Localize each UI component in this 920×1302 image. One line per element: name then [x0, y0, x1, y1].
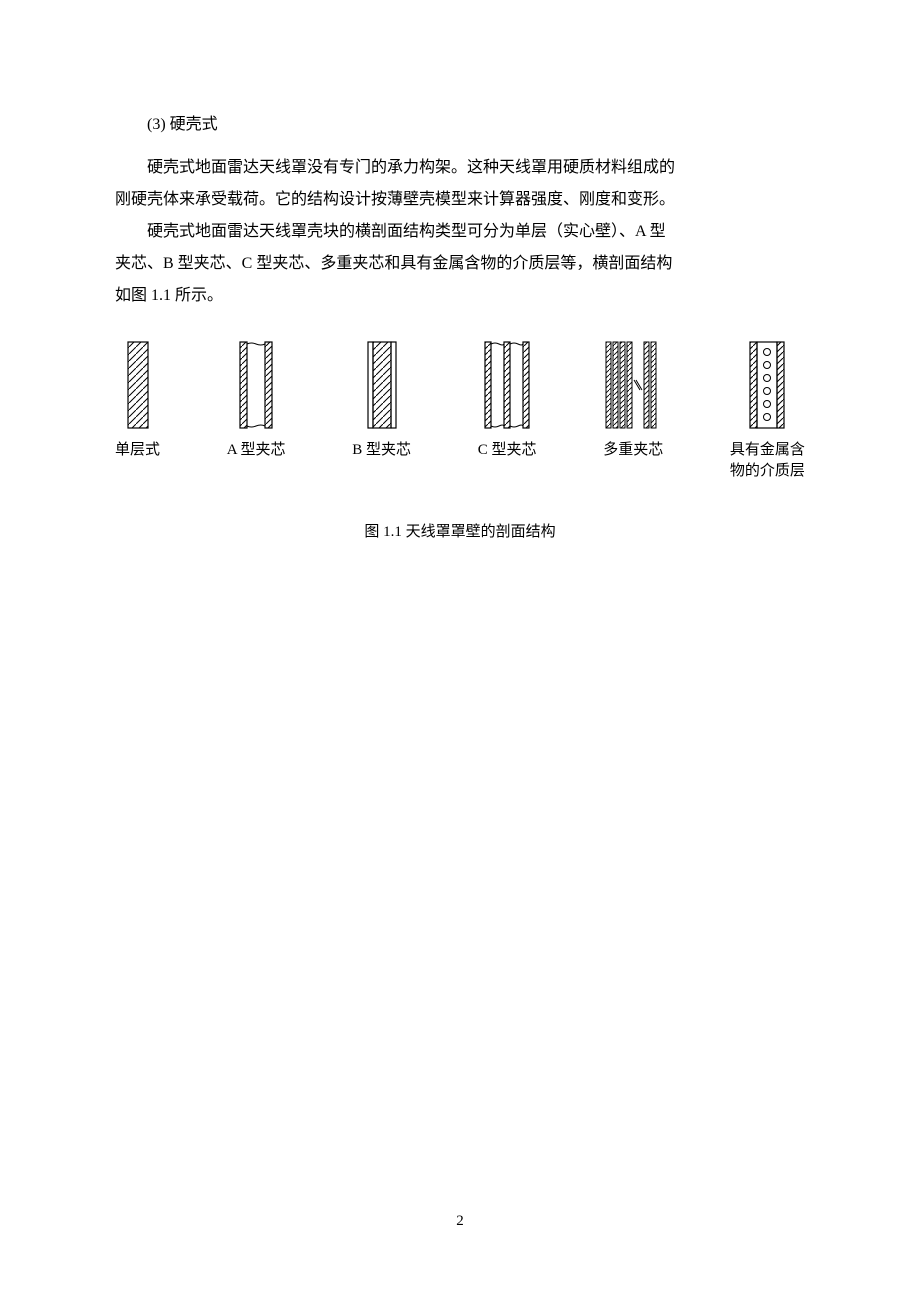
figure-label: 多重夹芯 — [603, 440, 663, 461]
para2-line-b: 夹芯、B 型夹芯、C 型夹芯、多重夹芯和具有金属含物的介质层等，横剖面结构 — [115, 255, 672, 272]
para2-line-a: 硬壳式地面雷达天线罩壳块的横剖面结构类型可分为单层（实心壁）、A 型 — [147, 223, 666, 240]
para2-line-c: 如图 1.1 所示。 — [115, 287, 223, 304]
figure-label: A 型夹芯 — [227, 440, 286, 461]
figure-a-sandwich: A 型夹芯 — [227, 340, 286, 461]
figure-single-layer: 单层式 — [115, 340, 160, 461]
figure-label: 单层式 — [115, 440, 160, 461]
figure-label: C 型夹芯 — [478, 440, 537, 461]
diagram-metal-inclusion-icon — [747, 340, 787, 430]
para1-line-a: 硬壳式地面雷达天线罩没有专门的承力构架。这种天线罩用硬质材料组成的 — [147, 159, 675, 176]
figure-row: 单层式 A 型夹芯 — [115, 340, 805, 482]
figure-label: 具有金属含 物的介质层 — [730, 440, 805, 482]
diagram-a-sandwich-icon — [236, 340, 276, 430]
paragraph-1: 硬壳式地面雷达天线罩没有专门的承力构架。这种天线罩用硬质材料组成的 刚硬壳体来承… — [115, 152, 805, 216]
diagram-c-sandwich-icon — [482, 340, 532, 430]
page-number: 2 — [0, 1213, 920, 1230]
figure-label: B 型夹芯 — [352, 440, 411, 461]
paragraph-2: 硬壳式地面雷达天线罩壳块的横剖面结构类型可分为单层（实心壁）、A 型 夹芯、B … — [115, 216, 805, 312]
figure-c-sandwich: C 型夹芯 — [478, 340, 537, 461]
para1-line-b: 刚硬壳体来承受载荷。它的结构设计按薄壁壳模型来计算器强度、刚度和变形。 — [115, 191, 675, 208]
figure-multi-sandwich: 多重夹芯 — [603, 340, 663, 461]
figure-caption: 图 1.1 天线罩罩壁的剖面结构 — [115, 520, 805, 541]
diagram-single-layer-icon — [122, 340, 154, 430]
diagram-multi-sandwich-icon — [604, 340, 662, 430]
figure-b-sandwich: B 型夹芯 — [352, 340, 411, 461]
figure-metal-inclusion: 具有金属含 物的介质层 — [730, 340, 805, 482]
diagram-b-sandwich-icon — [362, 340, 402, 430]
section-heading: (3) 硬壳式 — [147, 110, 805, 134]
page-content: (3) 硬壳式 硬壳式地面雷达天线罩没有专门的承力构架。这种天线罩用硬质材料组成… — [0, 0, 920, 541]
